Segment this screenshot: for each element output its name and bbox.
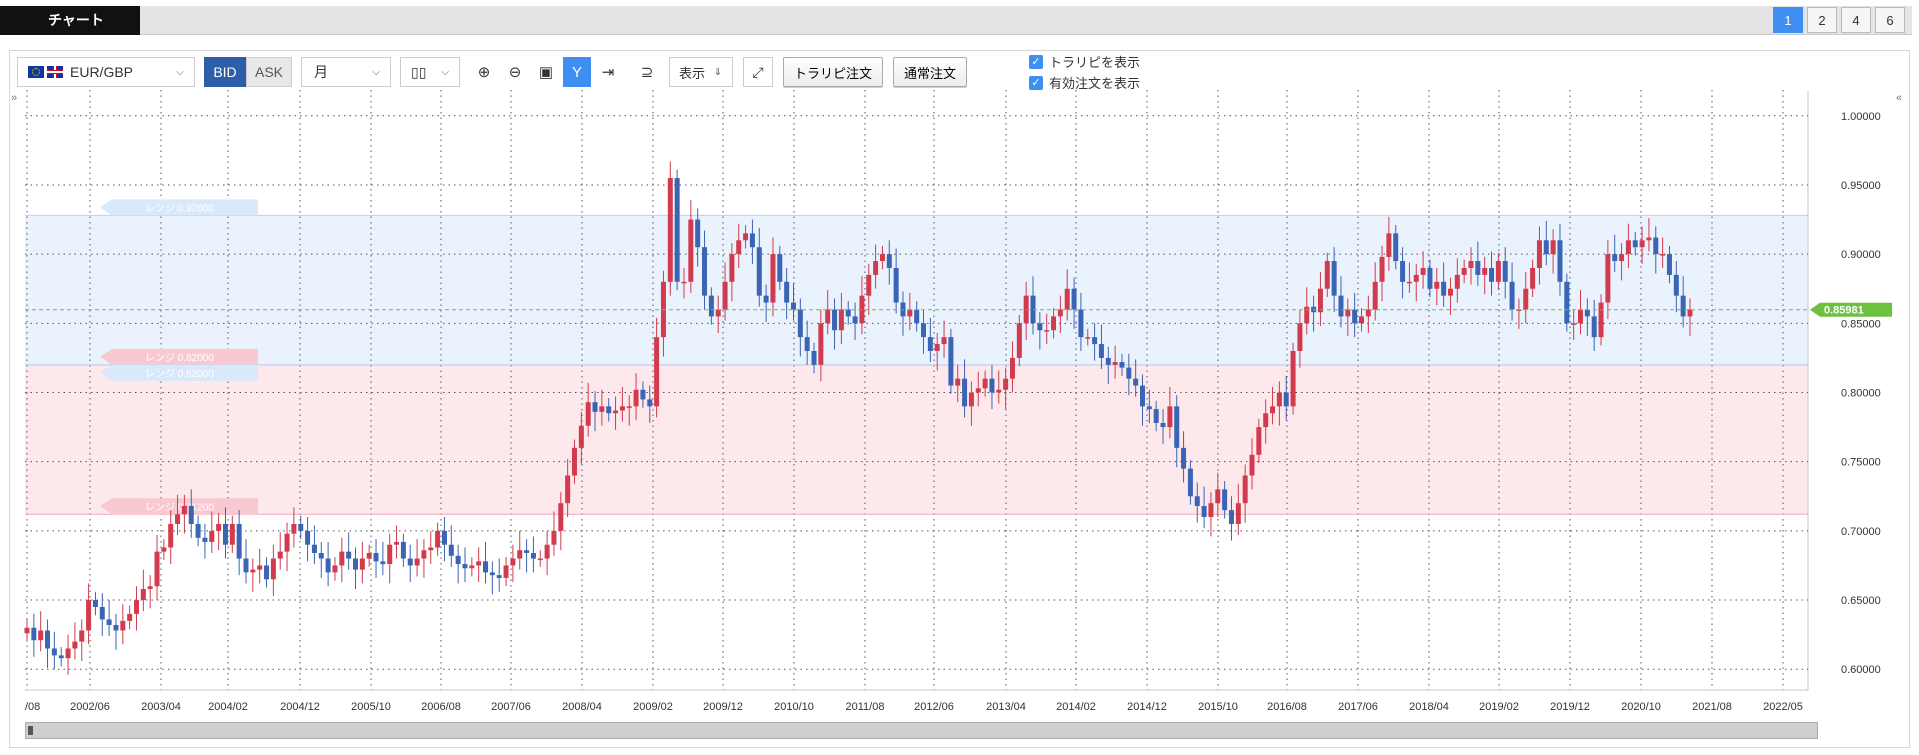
ask-button[interactable]: ASK [246,57,292,87]
zoom-out-icon[interactable]: ⊖ [508,64,522,81]
lock-y-axis-icon[interactable]: Y [563,57,591,87]
chart-type-select[interactable]: ▯▯ ⌵ [400,57,460,87]
expand-left-icon[interactable]: » [11,92,18,104]
tab-bar: チャート 1 2 4 6 [0,0,1919,40]
expand-icon[interactable]: ⤢ [743,57,773,87]
candlestick-icon: ▯▯ [411,63,427,80]
normal-order-button[interactable]: 通常注文 [893,57,968,87]
layout-4-button[interactable]: 4 [1841,7,1871,33]
display-select[interactable]: 表示 ⇓ [669,57,733,87]
scroll-to-end-icon[interactable]: ⇥ [601,64,615,81]
display-label: 表示 [679,65,706,81]
period-select[interactable]: 月 ⌵ [301,57,391,87]
chart-scrollbar[interactable] [25,722,1818,739]
chart-tools: ⊕ ⊖ ▣ Y ⇥ ⊇ [470,57,661,87]
bid-button[interactable]: BID [204,57,246,87]
symbol-select[interactable]: EUR/GBP ⌵ [17,57,195,87]
zoom-in-icon[interactable]: ⊕ [477,64,491,81]
layout-2-button[interactable]: 2 [1807,7,1837,33]
show-orders-label: 有効注文を表示 [1049,76,1141,91]
uk-flag-icon [47,66,63,78]
tab-chart[interactable]: チャート [0,6,140,35]
tab-strip [0,6,1912,35]
scrollbar-thumb[interactable] [28,726,33,735]
checkbox-checked-icon: ✓ [1029,75,1043,90]
symbol-label: EUR/GBP [70,64,134,80]
layout-1-button[interactable]: 1 [1773,7,1803,33]
bid-ask-toggle: BID ASK [204,57,292,87]
period-label: 月 [314,64,328,80]
indicator-icon[interactable]: ⊇ [640,64,654,81]
trarip-order-button[interactable]: トラリピ注文 [783,57,884,87]
fit-icon[interactable]: ▣ [538,64,554,81]
chart-toolbar: EUR/GBP ⌵ BID ASK 月 ⌵ ▯▯ ⌵ ⊕ ⊖ ▣ Y ⇥ ⊇ 表… [17,56,968,88]
layout-switcher: 1 2 4 6 [1773,7,1905,33]
chevron-down-icon: ⌵ [176,66,184,78]
double-chevron-down-icon: ⇓ [713,66,722,78]
layout-6-button[interactable]: 6 [1875,7,1905,33]
chevron-down-icon: ⌵ [372,66,380,78]
checkbox-checked-icon: ✓ [1029,54,1043,69]
show-orders-checkbox[interactable]: ✓ 有効注文を表示 [1029,72,1140,93]
chart-panel [9,50,1910,748]
display-options: ✓ トラリピを表示 ✓ 有効注文を表示 [1029,51,1140,93]
eu-flag-icon [28,66,44,78]
show-trarip-checkbox[interactable]: ✓ トラリピを表示 [1029,51,1140,72]
show-trarip-label: トラリピを表示 [1049,55,1141,70]
collapse-right-icon[interactable]: « [1896,92,1903,104]
chevron-down-icon: ⌵ [441,66,449,78]
